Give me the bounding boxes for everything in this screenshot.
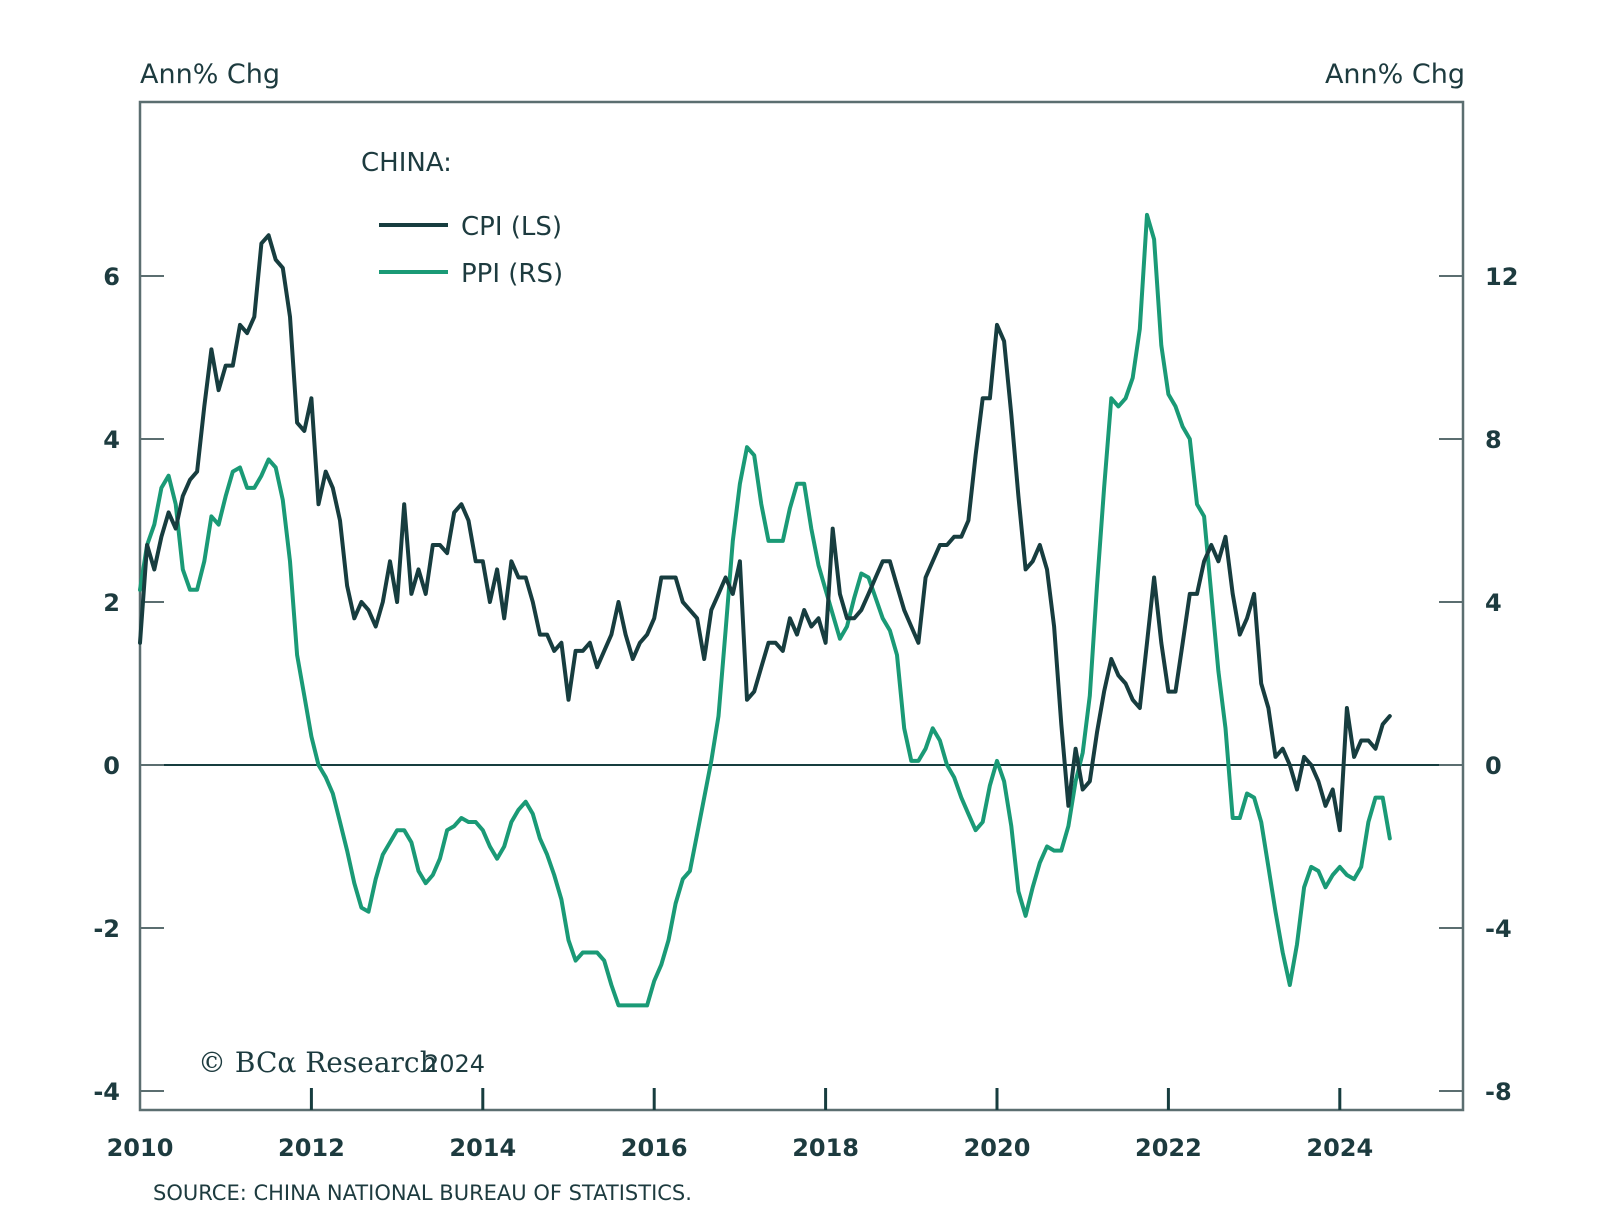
axis-ticks: 6 4 2 0 -2 -4 12 8 4 0 -4 -8 2010 2012 2014 2016 2018 202… bbox=[93, 263, 1518, 1162]
left-tick-label: 6 bbox=[103, 263, 120, 291]
source-note: SOURCE: CHINA NATIONAL BUREAU OF STATIST… bbox=[153, 1181, 692, 1205]
x-tick-label: 2024 bbox=[1306, 1134, 1373, 1162]
left-tick-label: -4 bbox=[93, 1078, 120, 1106]
right-tick-label: -8 bbox=[1485, 1078, 1512, 1106]
left-tick-label: 4 bbox=[103, 426, 120, 454]
left-axis-title: Ann% Chg bbox=[140, 59, 280, 90]
x-tick-label: 2020 bbox=[964, 1134, 1031, 1162]
legend-cpi-label: CPI (LS) bbox=[461, 212, 562, 242]
x-tick-label: 2012 bbox=[278, 1134, 345, 1162]
right-axis-title: Ann% Chg bbox=[1325, 59, 1465, 90]
x-tick-label: 2010 bbox=[107, 1134, 174, 1162]
right-tick-label: 12 bbox=[1485, 263, 1518, 291]
series-lines bbox=[138, 212, 1392, 1008]
left-tick-label: 2 bbox=[103, 589, 120, 617]
right-tick-label: -4 bbox=[1485, 915, 1512, 943]
right-tick-label: 4 bbox=[1485, 589, 1502, 617]
watermark: © BCα Research 2024 bbox=[198, 1046, 485, 1079]
left-tick-label: 0 bbox=[103, 752, 120, 780]
left-tick-label: -2 bbox=[93, 915, 120, 943]
watermark-year: 2024 bbox=[424, 1050, 485, 1078]
x-tick-label: 2014 bbox=[449, 1134, 516, 1162]
legend: CHINA: CPI (LS) PPI (RS) bbox=[361, 148, 563, 289]
right-tick-label: 8 bbox=[1485, 426, 1502, 454]
cpi-line bbox=[138, 233, 1392, 833]
ppi-line bbox=[138, 212, 1392, 1008]
plot-border bbox=[138, 100, 1465, 1112]
x-tick-label: 2018 bbox=[792, 1134, 859, 1162]
x-tick-label: 2016 bbox=[621, 1134, 688, 1162]
legend-ppi-label: PPI (RS) bbox=[461, 259, 563, 289]
watermark-brand: © BCα Research bbox=[198, 1046, 438, 1079]
legend-title: CHINA: bbox=[361, 148, 452, 178]
right-tick-label: 0 bbox=[1485, 752, 1502, 780]
plot-frame bbox=[138, 100, 1465, 1112]
x-tick-label: 2022 bbox=[1135, 1134, 1202, 1162]
